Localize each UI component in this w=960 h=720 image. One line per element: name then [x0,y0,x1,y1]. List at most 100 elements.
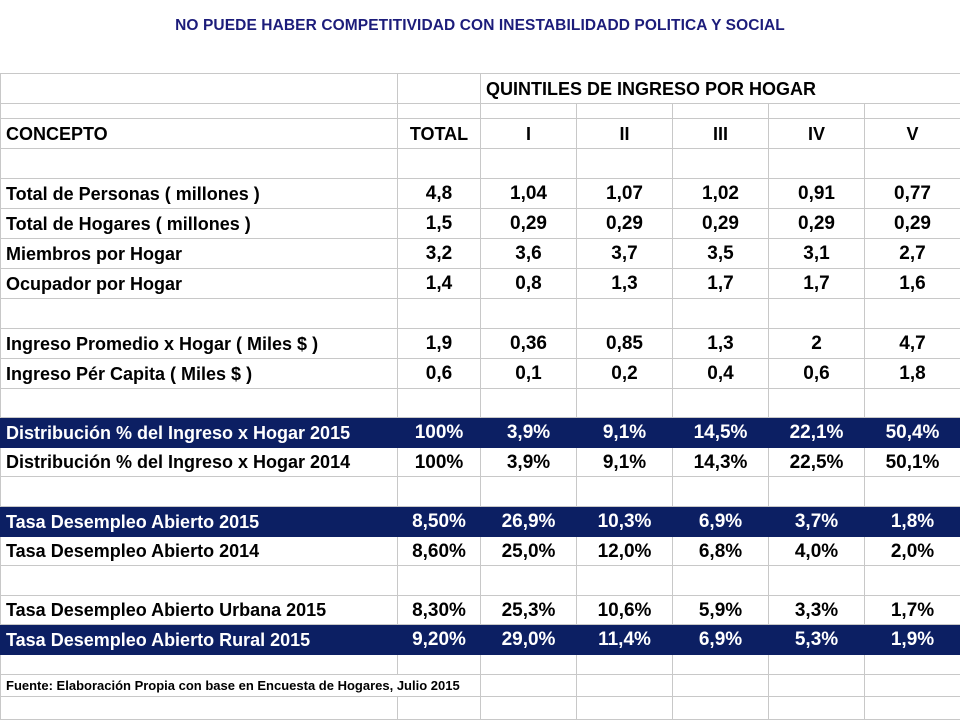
blank-cell [672,103,769,119]
blank-cell [397,565,481,596]
group-header-row: QUINTILES DE INGRESO POR HOGAR [0,73,960,104]
total-cell: 4,8 [397,178,481,209]
quintile-cell: 0,29 [768,208,865,239]
quintile-cell: 0,29 [672,208,769,239]
concept-header: CONCEPTO [0,118,398,149]
quintile-cell: 2,7 [863,238,960,269]
blank-cell [397,298,481,329]
blank-cell [863,696,960,720]
total-header: TOTAL [397,118,481,149]
table-row: Distribución % del Ingreso x Hogar 2014 … [0,447,960,477]
total-cell: 8,60% [397,536,481,566]
table-row: Total de Personas ( millones ) 4,8 1,04 … [0,178,960,209]
blank-cell [397,103,481,119]
blank-cell [397,148,481,179]
quintile-cell: 29,0% [480,624,577,655]
row-label: Tasa Desempleo Abierto 2014 [0,536,398,566]
quintile-cell: 5,3% [768,624,865,655]
quintile-header-1: I [480,118,577,149]
quintile-cell: 3,7 [576,238,673,269]
blank-cell [768,148,865,179]
spacer-row [0,298,960,329]
spacer-row [0,654,960,675]
highlighted-row: Tasa Desempleo Abierto Rural 2015 9,20% … [0,624,960,655]
spacer-row [0,103,960,119]
highlighted-row: Tasa Desempleo Abierto 2015 8,50% 26,9% … [0,506,960,537]
spacer-row [0,696,960,720]
blank-cell [576,476,673,507]
quintile-cell: 0,36 [480,328,577,359]
blank-cell [768,388,865,418]
row-label: Ingreso Pér Capita ( Miles $ ) [0,358,398,389]
quintile-cell: 3,1 [768,238,865,269]
blank-cell [480,476,577,507]
quintile-cell: 22,1% [768,417,865,448]
quintile-cell: 25,3% [480,595,577,625]
total-cell: 1,4 [397,268,481,299]
quintile-cell: 0,6 [768,358,865,389]
quintile-cell: 1,07 [576,178,673,209]
quintile-cell: 1,9% [863,624,960,655]
quintile-cell: 6,9% [672,506,769,537]
blank-cell [768,298,865,329]
total-cell: 1,9 [397,328,481,359]
quintile-cell: 3,3% [768,595,865,625]
quintile-cell: 1,7 [768,268,865,299]
row-label: Total de Hogares ( millones ) [0,208,398,239]
blank-cell [863,654,960,675]
blank-cell [397,73,481,104]
blank-cell [576,696,673,720]
blank-cell [0,654,398,675]
quintile-cell: 1,04 [480,178,577,209]
quintile-cell: 14,3% [672,447,769,477]
blank-cell [0,476,398,507]
quintile-cell: 1,02 [672,178,769,209]
table-row: Tasa Desempleo Abierto Urbana 2015 8,30%… [0,595,960,625]
quintile-header-3: III [672,118,769,149]
table-row: Tasa Desempleo Abierto 2014 8,60% 25,0% … [0,536,960,566]
blank-cell [0,565,398,596]
row-label: Tasa Desempleo Abierto Rural 2015 [0,624,398,655]
blank-cell [480,388,577,418]
total-cell: 100% [397,447,481,477]
quintile-cell: 9,1% [576,447,673,477]
quintile-cell: 2 [768,328,865,359]
table-row: Ocupador por Hogar 1,4 0,8 1,3 1,7 1,7 1… [0,268,960,299]
blank-cell [480,148,577,179]
blank-cell [863,476,960,507]
total-cell: 9,20% [397,624,481,655]
blank-cell [480,565,577,596]
quintile-cell: 50,4% [863,417,960,448]
blank-cell [672,654,769,675]
blank-cell [863,148,960,179]
blank-cell [480,696,577,720]
blank-cell [768,674,865,697]
quintile-cell: 3,9% [480,417,577,448]
row-label: Distribución % del Ingreso x Hogar 2014 [0,447,398,477]
quintiles-group-header: QUINTILES DE INGRESO POR HOGAR [479,73,960,104]
blank-cell [672,476,769,507]
source-note: Fuente: Elaboración Propia con base en E… [0,674,481,697]
total-cell: 3,2 [397,238,481,269]
blank-cell [863,388,960,418]
quintile-cell: 1,6 [863,268,960,299]
quintile-cell: 1,3 [576,268,673,299]
quintile-cell: 0,29 [863,208,960,239]
blank-cell [0,388,398,418]
blank-cell [397,476,481,507]
quintile-cell: 1,3 [672,328,769,359]
quintile-cell: 0,4 [672,358,769,389]
blank-cell [863,103,960,119]
table-row: Total de Hogares ( millones ) 1,5 0,29 0… [0,208,960,239]
row-label: Ingreso Promedio x Hogar ( Miles $ ) [0,328,398,359]
row-label: Miembros por Hogar [0,238,398,269]
total-cell: 8,50% [397,506,481,537]
quintile-cell: 0,1 [480,358,577,389]
blank-cell [768,476,865,507]
blank-cell [397,388,481,418]
quintile-cell: 3,5 [672,238,769,269]
blank-cell [863,565,960,596]
quintile-cell: 4,7 [863,328,960,359]
blank-cell [672,674,769,697]
blank-cell [397,654,481,675]
